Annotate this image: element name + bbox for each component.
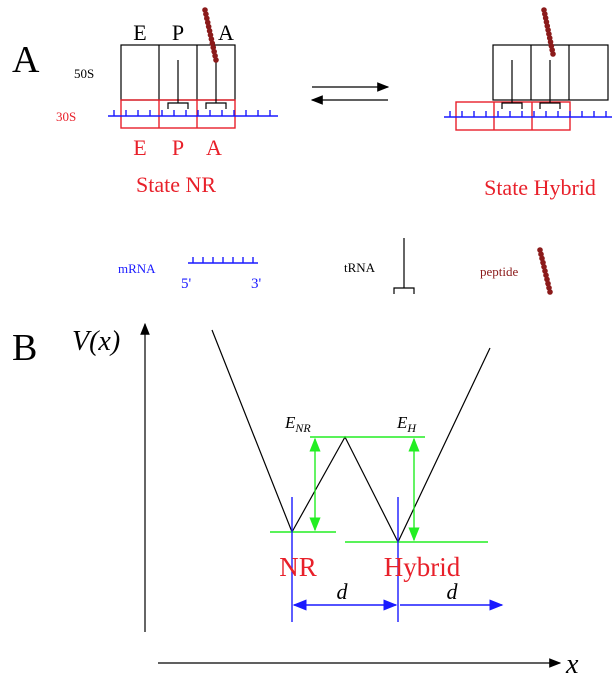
label-base: E <box>284 413 296 432</box>
trna-anticodon <box>394 288 414 294</box>
legend-label: tRNA <box>344 260 376 275</box>
axis-label: x <box>565 649 579 678</box>
well-label: NR <box>279 552 317 582</box>
panel-label: B <box>12 327 37 369</box>
peptide-residue <box>550 51 556 57</box>
trna-anticodon <box>168 103 188 109</box>
site-label: A <box>206 135 222 160</box>
barrier-label: EH <box>396 413 417 435</box>
site-label: E <box>133 20 146 45</box>
subunit-label: 30S <box>56 109 76 124</box>
energy-guides <box>270 437 488 542</box>
equilibrium-arrows <box>312 87 388 100</box>
state-label: State Hybrid <box>484 175 596 200</box>
potential-curve <box>212 330 490 542</box>
label-base: E <box>396 413 408 432</box>
well-label: Hybrid <box>384 552 461 582</box>
trna-anticodon <box>206 103 226 109</box>
panel-label: A <box>12 39 40 81</box>
trna-anticodon <box>540 103 560 109</box>
peptide-residue <box>213 57 219 63</box>
axis-label: V(x) <box>72 326 120 357</box>
peptide-residue <box>547 289 553 295</box>
distance-label: d <box>447 579 459 604</box>
figure: A E P A 50S 30S E P A State NR State Hyb… <box>0 0 614 678</box>
site-label: E <box>133 135 146 160</box>
distance-label: d <box>337 579 349 604</box>
trna-anticodon <box>502 103 522 109</box>
barrier-label: ENR <box>284 413 311 435</box>
legend-label: 3' <box>251 276 262 292</box>
legend-label: mRNA <box>118 261 156 276</box>
site-label: P <box>172 20 184 45</box>
legend-label: peptide <box>480 264 518 279</box>
site-label: P <box>172 135 184 160</box>
legend-label: 5' <box>181 276 192 292</box>
subunit-label: 50S <box>74 66 94 81</box>
state-label: State NR <box>136 172 216 197</box>
label-sub: NR <box>294 421 311 435</box>
label-sub: H <box>406 421 417 435</box>
site-label: A <box>218 20 234 45</box>
